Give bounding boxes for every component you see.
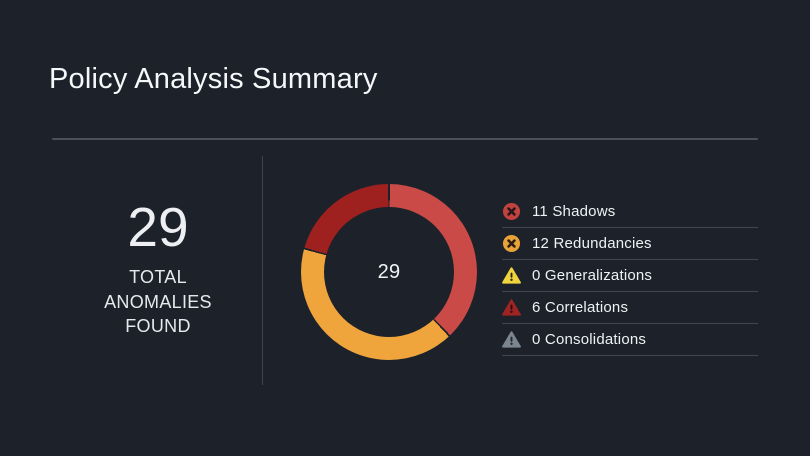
legend-item-consolidations[interactable]: 0 Consolidations [502,324,758,356]
total-anomalies-summary: 29 TOTAL ANOMALIES FOUND [52,196,264,339]
total-anomalies-label-line: ANOMALIES [104,291,212,312]
total-anomalies-label-line: TOTAL [129,267,187,287]
donut-center-label: 29 [377,260,401,283]
total-anomalies-value: 29 [127,196,189,258]
legend-label: 11 Shadows [532,203,616,220]
circle-x-icon [502,202,521,221]
title-divider [52,138,758,140]
vertical-divider [262,156,263,385]
donut-ring[interactable]: 29 [301,184,477,360]
donut-hole: 29 [324,207,454,337]
legend-item-shadows[interactable]: 11 Shadows [502,196,758,228]
warning-triangle-icon [502,267,521,284]
legend-item-generalizations[interactable]: 0 Generalizations [502,260,758,292]
legend-item-correlations[interactable]: 6 Correlations [502,292,758,324]
page-title: Policy Analysis Summary [49,63,378,95]
legend-label: 0 Consolidations [532,331,647,348]
anomaly-legend: 11 Shadows 12 Redundancies 0 Generalizat… [502,196,758,356]
legend-label: 6 Correlations [532,299,629,316]
total-anomalies-label: TOTAL ANOMALIES FOUND [52,265,264,339]
circle-x-icon [502,234,521,253]
warning-triangle-icon [502,331,521,348]
warning-triangle-icon [502,299,521,316]
legend-label: 0 Generalizations [532,267,653,284]
legend-item-redundancies[interactable]: 12 Redundancies [502,228,758,260]
legend-label: 12 Redundancies [532,235,652,252]
total-anomalies-label-line: FOUND [125,316,191,336]
